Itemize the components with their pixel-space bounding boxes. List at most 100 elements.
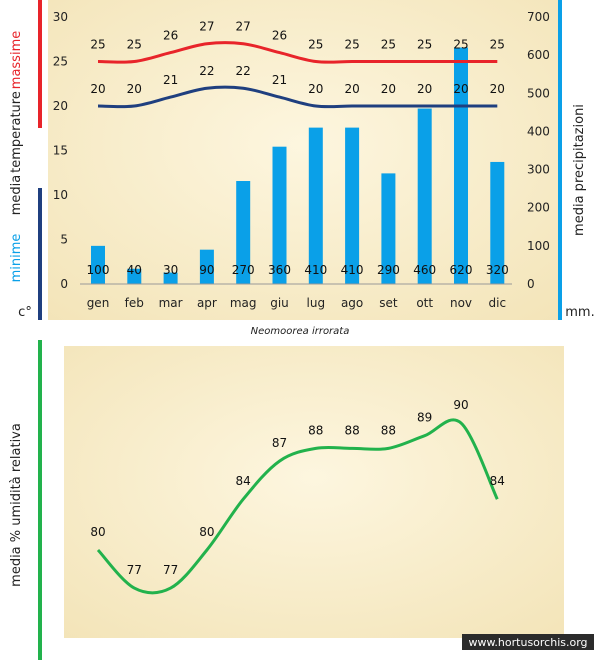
left-tick-label: 0 bbox=[60, 277, 68, 291]
massime-value-label: 25 bbox=[90, 38, 105, 52]
watermark-background bbox=[462, 634, 594, 650]
humidity-value-label: 90 bbox=[453, 398, 468, 412]
month-labels: gen feb mar apr mag giu lug ago set ott nov dic bbox=[87, 296, 506, 310]
precipitation-value-label: 270 bbox=[232, 263, 255, 277]
left-tick-label: 25 bbox=[53, 55, 68, 69]
humidity-value-label: 84 bbox=[236, 474, 251, 488]
precipitation-bar bbox=[199, 249, 214, 284]
humidity-value-label: 88 bbox=[381, 423, 396, 437]
minime-value-label: 20 bbox=[381, 82, 396, 96]
watermark-text[interactable]: www.hortusorchis.org bbox=[468, 636, 587, 649]
humidity-chart: 80 77 77 80 84 87 88 88 88 89 90 84 bbox=[90, 398, 505, 595]
month-label: ott bbox=[416, 296, 433, 310]
massime-value-label: 26 bbox=[163, 29, 178, 43]
right-tick-label: 700 bbox=[527, 10, 550, 24]
humidity-value-label: 80 bbox=[90, 525, 105, 539]
precipitation-value-label: 40 bbox=[127, 263, 142, 277]
minime-value-label: 20 bbox=[453, 82, 468, 96]
humidity-value-label: 77 bbox=[127, 563, 142, 577]
massime-value-label: 27 bbox=[199, 20, 214, 34]
precipitation-bar bbox=[490, 161, 505, 284]
month-label: ago bbox=[341, 296, 363, 310]
minime-value-label: 20 bbox=[490, 82, 505, 96]
month-label: lug bbox=[307, 296, 326, 310]
precipitation-bar bbox=[345, 127, 360, 284]
minime-value-label: 20 bbox=[417, 82, 432, 96]
top-data-labels: 100 40 30 90 270 360 410 410 290 460 620 320 25 25 26 2… bbox=[87, 20, 509, 277]
massime-value-label: 26 bbox=[272, 29, 287, 43]
precipitation-value-label: 100 bbox=[87, 263, 110, 277]
massime-value-label: 25 bbox=[127, 38, 142, 52]
massime-value-label: 25 bbox=[417, 38, 432, 52]
precipitation-bar bbox=[272, 146, 287, 284]
precipitation-value-label: 30 bbox=[163, 263, 178, 277]
right-tick-label: 100 bbox=[527, 239, 550, 253]
precipitation-bar bbox=[127, 268, 142, 284]
minime-value-label: 21 bbox=[163, 73, 178, 87]
minime-line bbox=[97, 85, 498, 109]
humidity-value-label: 80 bbox=[199, 525, 214, 539]
massime-line bbox=[97, 41, 498, 64]
left-tick-label: 20 bbox=[53, 99, 68, 113]
left-tick-label: 10 bbox=[53, 188, 68, 202]
right-tick-label: 0 bbox=[527, 277, 535, 291]
month-label: feb bbox=[125, 296, 144, 310]
temperature-axis-title: temperature bbox=[9, 91, 24, 173]
right-tick-label: 500 bbox=[527, 86, 550, 100]
humidity-value-label: 89 bbox=[417, 411, 432, 425]
massime-value-label: 25 bbox=[308, 38, 323, 52]
left-tick-label: 30 bbox=[53, 10, 68, 24]
humidity-value-label: 88 bbox=[344, 423, 359, 437]
precipitation-axis-title: media precipitazioni bbox=[572, 104, 587, 236]
right-tick-label: 400 bbox=[527, 124, 550, 138]
humidity-value-label: 84 bbox=[490, 474, 505, 488]
precipitation-unit: mm. bbox=[565, 305, 594, 320]
right-tick-label: 600 bbox=[527, 48, 550, 62]
massime-value-label: 25 bbox=[490, 38, 505, 52]
massime-value-label: 25 bbox=[453, 38, 468, 52]
right-tick-label: 200 bbox=[527, 201, 550, 215]
minime-value-label: 20 bbox=[127, 82, 142, 96]
massime-value-label: 27 bbox=[236, 20, 251, 34]
humidity-value-label: 87 bbox=[272, 436, 287, 450]
month-label: set bbox=[379, 296, 398, 310]
precipitation-bar bbox=[236, 181, 251, 284]
massime-value-label: 25 bbox=[381, 38, 396, 52]
minime-value-label: 20 bbox=[308, 82, 323, 96]
species-title: Neomoorea irrorata bbox=[251, 326, 350, 337]
precipitation-value-label: 410 bbox=[304, 263, 327, 277]
precipitation-value-label: 90 bbox=[199, 263, 214, 277]
left-tick-label: 5 bbox=[60, 233, 68, 247]
humidity-axis-title: media % umidità relativa bbox=[9, 423, 24, 587]
temperature-unit: c° bbox=[18, 305, 32, 320]
minime-axis-title: minime bbox=[9, 234, 24, 283]
right-tick-label: 300 bbox=[527, 163, 550, 177]
month-label: dic bbox=[489, 296, 507, 310]
month-label: mar bbox=[159, 296, 183, 310]
minime-value-label: 22 bbox=[236, 64, 251, 78]
humidity-value-label: 88 bbox=[308, 423, 323, 437]
precipitation-value-label: 410 bbox=[341, 263, 364, 277]
massime-axis-title: massime bbox=[9, 31, 24, 89]
month-label: nov bbox=[450, 296, 472, 310]
temperature-lines bbox=[97, 41, 498, 109]
precipitation-value-label: 360 bbox=[268, 263, 291, 277]
precipitation-value-label: 620 bbox=[450, 263, 473, 277]
month-label: mag bbox=[230, 296, 257, 310]
massime-value-label: 25 bbox=[344, 38, 359, 52]
top-chart-background bbox=[48, 0, 558, 320]
month-label: giu bbox=[270, 296, 289, 310]
minime-value-label: 20 bbox=[90, 82, 105, 96]
month-label: apr bbox=[197, 296, 217, 310]
precipitation-bar bbox=[308, 127, 323, 284]
minime-value-label: 22 bbox=[199, 64, 214, 78]
humidity-line bbox=[96, 418, 499, 595]
right-axis-ticks: 0 100 200 300 400 500 600 700 bbox=[527, 10, 550, 291]
precipitation-value-label: 290 bbox=[377, 263, 400, 277]
precipitation-bar bbox=[417, 108, 432, 285]
minime-value-label: 21 bbox=[272, 73, 287, 87]
precipitation-bars bbox=[91, 47, 505, 285]
precipitation-bar bbox=[91, 245, 105, 284]
left-axis-ticks: 0 5 10 15 20 25 30 bbox=[53, 10, 68, 291]
